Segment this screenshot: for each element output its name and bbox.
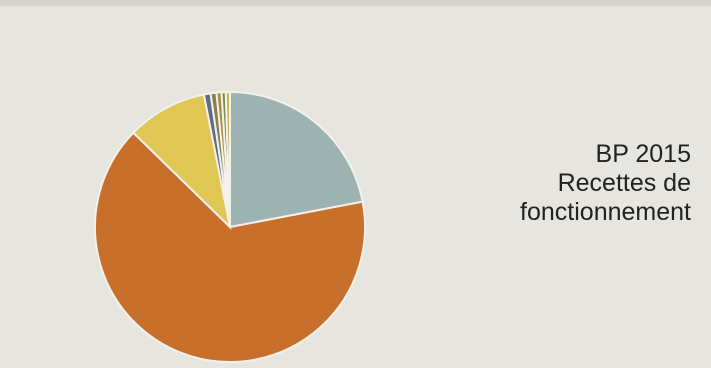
pie-slice-8 — [224, 90, 231, 228]
title-line-3: fonctionnement — [520, 198, 691, 226]
slide-title: BP 2015 Recettes de fonctionnement — [520, 140, 691, 227]
title-line-1: BP 2015 — [595, 140, 691, 168]
pie-slice-2 — [94, 131, 366, 363]
pie-slice-3 — [131, 93, 232, 230]
title-line-2: Recettes de — [557, 169, 691, 197]
pie-slice-1 — [229, 90, 364, 229]
